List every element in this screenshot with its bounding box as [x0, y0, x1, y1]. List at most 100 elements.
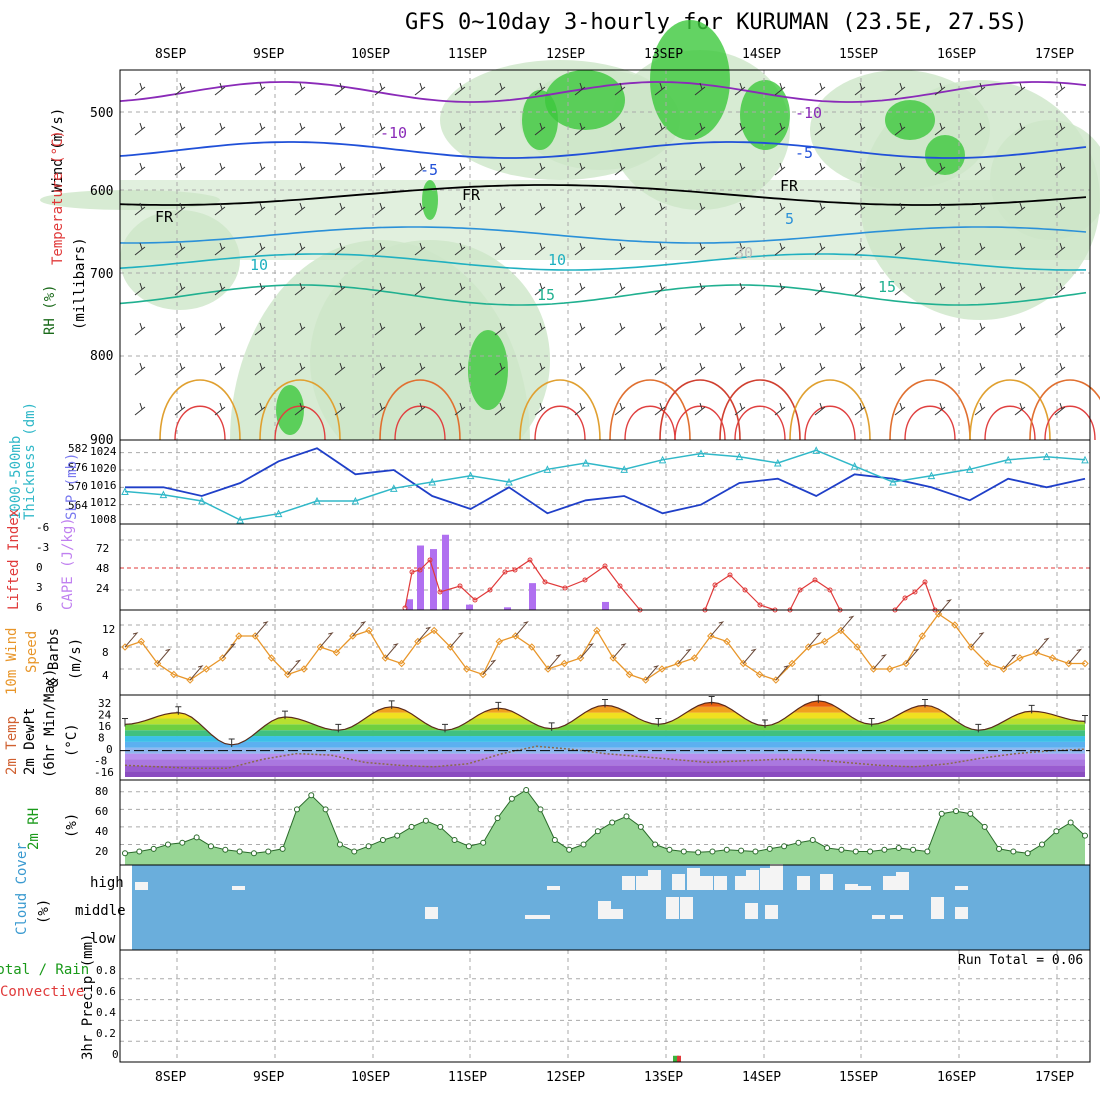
wind-barb	[894, 162, 906, 176]
rh2m-point	[394, 832, 401, 839]
day-label-top: 10SEP	[351, 47, 390, 62]
contour-label: -10	[380, 124, 407, 142]
wind-speed-point	[1016, 654, 1024, 662]
lifted-index-point	[602, 563, 608, 569]
wind-speed-point	[674, 659, 682, 668]
wind-barb	[374, 202, 386, 216]
wind-barb	[1054, 282, 1066, 296]
wind-speed-point	[495, 637, 503, 646]
wind-speed-point	[723, 637, 731, 646]
warm-contour	[804, 405, 856, 441]
wind-barb	[294, 82, 306, 96]
minmax-marker	[602, 698, 608, 708]
cape-bar	[417, 545, 424, 610]
lifted-index-point	[797, 587, 803, 593]
wind-barb	[734, 202, 746, 216]
wind-speed-point	[1032, 648, 1040, 657]
rh2m-point	[408, 823, 415, 830]
warm-contour	[719, 379, 801, 441]
rh2m-point	[164, 841, 171, 848]
contour-label: -10	[795, 104, 822, 122]
wind-speed-point	[251, 632, 259, 640]
lifted-index-point	[727, 572, 733, 578]
wind-barb	[654, 322, 666, 336]
wind-barb	[654, 162, 666, 176]
lifted-tick: 6	[36, 601, 43, 614]
contour-minus5	[119, 141, 1087, 159]
wind-barb	[134, 402, 146, 416]
wind-barb	[934, 162, 946, 176]
day-label-top: 17SEP	[1035, 47, 1074, 62]
wind-barb	[934, 242, 946, 256]
wind-barb	[482, 659, 497, 675]
thickness-point	[351, 496, 360, 505]
mid-cloud	[955, 907, 968, 919]
wind-barb	[494, 362, 506, 376]
high-cloud	[622, 876, 635, 890]
wind-speed-point	[772, 676, 780, 684]
wind-barb	[654, 402, 666, 416]
wind-barb	[174, 82, 186, 96]
temp-band	[125, 759, 1085, 766]
wind-barb	[854, 82, 866, 96]
cape-bar	[504, 607, 511, 610]
rh2m-point	[136, 848, 143, 855]
lifted-index-line	[894, 580, 936, 611]
minmax-label: (6hr Min/Max)	[42, 668, 58, 778]
lifted-index-point	[487, 587, 493, 593]
cape-axis-label: CAPE (J/kg)	[60, 517, 76, 610]
rh2m-point	[279, 845, 286, 852]
minmax-marker	[122, 717, 128, 727]
wind-barb	[894, 362, 906, 376]
wind-barb	[1054, 362, 1066, 376]
precip-tick: 0.6	[96, 985, 116, 998]
wind-speed-point	[300, 665, 308, 673]
rh2m-point	[465, 843, 472, 850]
day-label-top: 9SEP	[253, 47, 284, 62]
wind-barb	[494, 322, 506, 336]
wind-barb	[454, 402, 466, 416]
wind-barb	[710, 621, 725, 637]
wind-barb	[774, 362, 786, 376]
wind-speed-point	[153, 659, 162, 668]
contour-label: FR	[780, 177, 799, 195]
wind-barb	[894, 202, 906, 216]
wind-barb	[694, 242, 706, 256]
pressure-tick: 500	[90, 106, 113, 121]
wind-barb	[734, 122, 746, 136]
wind-barb	[494, 122, 506, 136]
wind-barb	[134, 242, 146, 256]
wind-barb	[814, 402, 826, 416]
rh2m-point	[508, 795, 515, 802]
rh2m-point	[924, 848, 931, 855]
warm-contour	[534, 405, 586, 441]
rh2m-point	[293, 806, 300, 813]
wind-barb	[294, 162, 306, 176]
wind-speed-point	[462, 665, 471, 673]
thickness-point	[159, 490, 168, 499]
wind-barb	[974, 162, 986, 176]
wind-barb	[734, 82, 746, 96]
wind-barb	[905, 648, 920, 664]
wind-barb	[734, 242, 746, 256]
temp-band	[125, 765, 1085, 772]
lifted-bg	[120, 524, 1090, 610]
temp2m-label: 2m Temp	[4, 715, 20, 775]
thickness-point	[850, 462, 859, 470]
wind-barb	[174, 362, 186, 376]
temp-band	[125, 712, 1085, 719]
wind-barb	[808, 632, 822, 648]
mid-cloud	[680, 897, 693, 919]
wind-barb	[894, 242, 906, 256]
wind-speed-point	[690, 654, 699, 662]
cape-bar	[529, 583, 536, 610]
wind-barb	[374, 162, 386, 176]
wind-barb	[734, 402, 746, 416]
rh2m-point	[537, 806, 544, 813]
wind-barb	[854, 282, 866, 296]
high-cloud	[232, 886, 245, 890]
wind-speed-point	[739, 659, 748, 668]
wind-barb	[1014, 122, 1026, 136]
wind-barb	[694, 202, 706, 216]
wind-barb	[1054, 82, 1066, 96]
